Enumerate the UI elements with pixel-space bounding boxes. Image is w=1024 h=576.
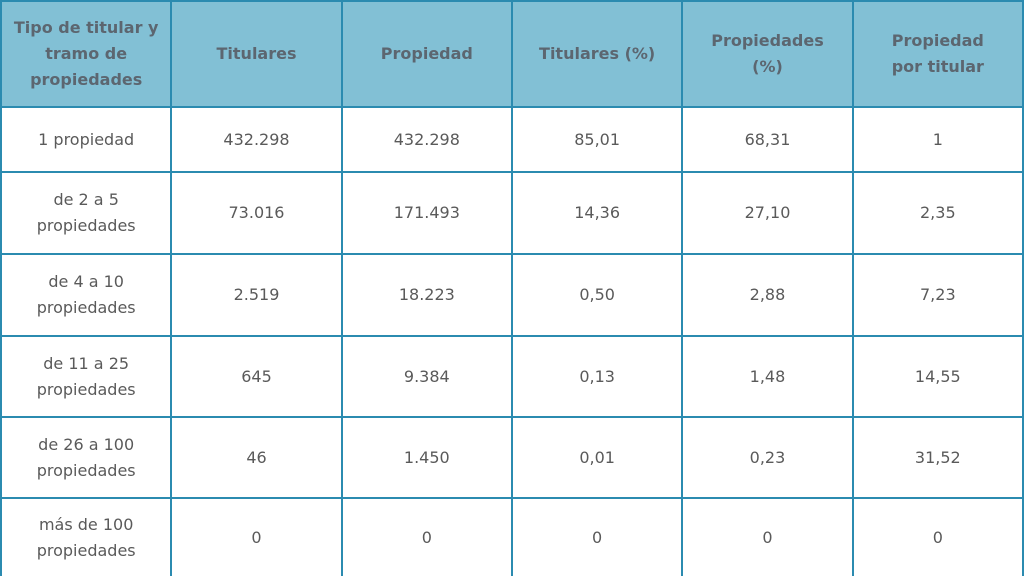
header-cell: Titulares bbox=[170, 0, 343, 108]
table-cell: 432.298 bbox=[340, 106, 513, 173]
table-header: Tipo de titular y tramo de propiedades Ti… bbox=[0, 0, 1024, 108]
row-label: más de 100 propiedades bbox=[0, 497, 173, 576]
table-row: más de 100 propiedades 0 0 0 0 0 bbox=[0, 497, 1024, 576]
table-cell: 432.298 bbox=[170, 106, 343, 173]
table-row: de 4 a 10 propiedades 2.519 18.223 0,50 2,88… bbox=[0, 253, 1024, 337]
table-cell: 68,31 bbox=[681, 106, 854, 173]
table-cell: 0 bbox=[340, 497, 513, 576]
table-cell: 73.016 bbox=[170, 171, 343, 255]
table-cell: 0,50 bbox=[510, 253, 684, 337]
table-cell: 31,52 bbox=[851, 416, 1024, 499]
table-cell: 27,10 bbox=[681, 171, 854, 255]
header-cell: Tipo de titular y tramo de propiedades bbox=[0, 0, 173, 108]
table-cell: 2,88 bbox=[681, 253, 854, 337]
table-cell: 14,36 bbox=[510, 171, 684, 255]
header-cell: Propiedad por titular bbox=[851, 0, 1024, 108]
table-cell: 1.450 bbox=[340, 416, 513, 499]
table-cell: 46 bbox=[170, 416, 343, 499]
table-cell: 0,13 bbox=[510, 335, 684, 418]
table-cell: 0 bbox=[851, 497, 1024, 576]
table-cell: 0 bbox=[681, 497, 854, 576]
row-label: 1 propiedad bbox=[0, 106, 173, 173]
header-cell: Propiedad bbox=[340, 0, 513, 108]
table-cell: 0 bbox=[170, 497, 343, 576]
table-cell: 2.519 bbox=[170, 253, 343, 337]
table-cell: 14,55 bbox=[851, 335, 1024, 418]
row-label: de 26 a 100 propiedades bbox=[0, 416, 173, 499]
table-cell: 18.223 bbox=[340, 253, 513, 337]
header-cell: Propiedades (%) bbox=[681, 0, 854, 108]
table-row: de 26 a 100 propiedades 46 1.450 0,01 0,23 31… bbox=[0, 416, 1024, 499]
table-cell: 171.493 bbox=[340, 171, 513, 255]
row-label: de 2 a 5 propiedades bbox=[0, 171, 173, 255]
row-label: de 11 a 25 propiedades bbox=[0, 335, 173, 418]
table-body: 1 propiedad 432.298 432.298 85,01 68,31 1 de 2… bbox=[0, 106, 1024, 576]
table-row: 1 propiedad 432.298 432.298 85,01 68,31 1 bbox=[0, 106, 1024, 173]
table-cell: 0,01 bbox=[510, 416, 684, 499]
table-cell: 85,01 bbox=[510, 106, 684, 173]
row-label: de 4 a 10 propiedades bbox=[0, 253, 173, 337]
table-cell: 9.384 bbox=[340, 335, 513, 418]
table-cell: 1 bbox=[851, 106, 1024, 173]
table-cell: 2,35 bbox=[851, 171, 1024, 255]
table-cell: 0,23 bbox=[681, 416, 854, 499]
table-cell: 1,48 bbox=[681, 335, 854, 418]
table-row: de 2 a 5 propiedades 73.016 171.493 14,36 27… bbox=[0, 171, 1024, 255]
table-cell: 645 bbox=[170, 335, 343, 418]
table-cell: 0 bbox=[510, 497, 684, 576]
table-cell: 7,23 bbox=[851, 253, 1024, 337]
header-cell: Titulares (%) bbox=[510, 0, 684, 108]
table-row: de 11 a 25 propiedades 645 9.384 0,13 1,48 14… bbox=[0, 335, 1024, 418]
header-row: Tipo de titular y tramo de propiedades Ti… bbox=[0, 0, 1024, 108]
